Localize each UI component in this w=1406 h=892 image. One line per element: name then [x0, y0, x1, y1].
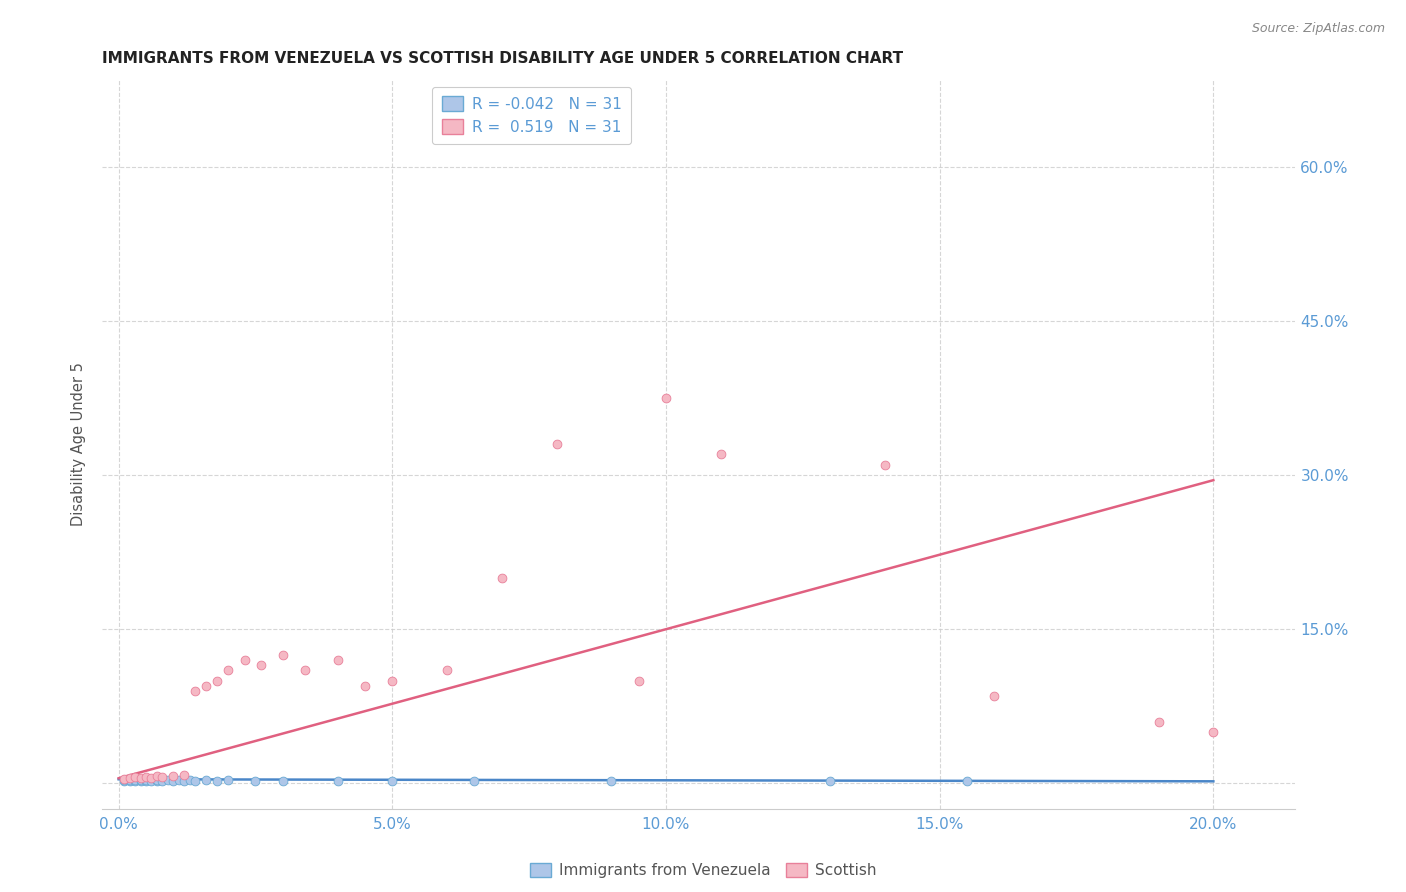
Point — [381, 673, 404, 688]
Point — [627, 673, 650, 688]
Point — [195, 679, 218, 693]
Point — [956, 774, 979, 789]
Point — [156, 773, 179, 788]
Point — [129, 773, 152, 788]
Point — [233, 653, 256, 667]
Point — [1202, 725, 1225, 739]
Point — [173, 768, 195, 782]
Point — [118, 771, 141, 785]
Point — [326, 774, 349, 789]
Point — [146, 774, 169, 789]
Legend: Immigrants from Venezuela, Scottish: Immigrants from Venezuela, Scottish — [523, 856, 883, 884]
Point — [179, 773, 201, 788]
Point — [162, 774, 184, 789]
Point — [205, 774, 228, 789]
Point — [112, 774, 135, 789]
Point — [146, 773, 169, 788]
Point — [135, 774, 157, 789]
Point — [294, 663, 316, 677]
Point — [184, 774, 207, 789]
Point — [326, 653, 349, 667]
Point — [135, 770, 157, 784]
Point — [1147, 714, 1170, 729]
Point — [271, 774, 294, 789]
Point — [436, 663, 458, 677]
Point — [983, 689, 1005, 703]
Point — [245, 774, 267, 789]
Point — [354, 679, 377, 693]
Point — [118, 773, 141, 788]
Point — [167, 773, 190, 788]
Point — [655, 391, 678, 405]
Point — [710, 448, 733, 462]
Point — [129, 771, 152, 785]
Point — [217, 663, 239, 677]
Point — [381, 774, 404, 789]
Point — [124, 774, 146, 789]
Point — [118, 774, 141, 789]
Point — [152, 770, 174, 784]
Point — [271, 648, 294, 662]
Point — [491, 571, 513, 585]
Text: Source: ZipAtlas.com: Source: ZipAtlas.com — [1251, 22, 1385, 36]
Point — [873, 458, 896, 472]
Point — [141, 774, 163, 789]
Point — [112, 773, 135, 788]
Point — [124, 773, 146, 788]
Point — [124, 770, 146, 784]
Point — [546, 437, 568, 451]
Point — [818, 774, 841, 789]
Point — [129, 774, 152, 789]
Point — [600, 774, 623, 789]
Legend: R = -0.042   N = 31, R =  0.519   N = 31: R = -0.042 N = 31, R = 0.519 N = 31 — [433, 87, 631, 144]
Point — [152, 774, 174, 789]
Point — [205, 673, 228, 688]
Point — [146, 769, 169, 783]
Point — [112, 772, 135, 787]
Text: IMMIGRANTS FROM VENEZUELA VS SCOTTISH DISABILITY AGE UNDER 5 CORRELATION CHART: IMMIGRANTS FROM VENEZUELA VS SCOTTISH DI… — [103, 51, 903, 66]
Point — [195, 773, 218, 788]
Point — [250, 658, 273, 673]
Point — [217, 773, 239, 788]
Point — [463, 774, 485, 789]
Point — [173, 774, 195, 789]
Point — [135, 773, 157, 788]
Y-axis label: Disability Age Under 5: Disability Age Under 5 — [72, 362, 86, 526]
Point — [162, 769, 184, 783]
Point — [184, 684, 207, 698]
Point — [141, 771, 163, 785]
